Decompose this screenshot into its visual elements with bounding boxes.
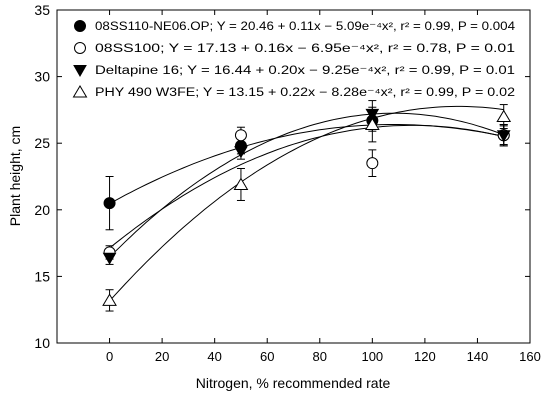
legend-label-deltapine-16: Deltapine 16; Y = 16.44 + 0.20x − 9.25e⁻… <box>95 65 515 77</box>
legend-label-08ss100: 08SS100; Y = 17.13 + 0.16x − 6.95e⁻⁴x², … <box>95 43 515 55</box>
legend: 08SS110-NE06.OP; Y = 20.46 + 0.11x − 5.0… <box>72 20 516 99</box>
x-tick-label: 0 <box>106 349 113 364</box>
y-tick-label: 30 <box>34 69 50 85</box>
fit-curve-08ss110-ne06-op <box>109 124 504 205</box>
y-tick-label: 20 <box>34 202 50 218</box>
data-point-deltapine-16 <box>496 130 511 143</box>
x-axis-ticks: 0 20 40 60 80 100 120 140 160 <box>106 10 541 364</box>
legend-label-phy-490-w3fe: PHY 490 W3FE; Y = 13.15 + 0.22x − 8.28e⁻… <box>95 87 515 99</box>
y-tick-label: 35 <box>34 2 50 18</box>
legend-marker-phy-490-w3fe <box>72 85 88 98</box>
legend-marker-08ss100 <box>74 42 86 54</box>
x-axis-label: Nitrogen, % recommended rate <box>196 375 391 391</box>
fit-curve-phy-490-w3fe <box>109 105 504 302</box>
data-point-phy-490-w3fe <box>496 109 512 123</box>
x-tick-label: 60 <box>260 349 274 364</box>
data-point-08ss100 <box>234 129 247 142</box>
fit-curve-deltapine-16 <box>109 112 504 258</box>
data-point-deltapine-16 <box>234 146 248 159</box>
data-point-deltapine-16 <box>102 252 117 265</box>
plot-frame <box>56 9 531 344</box>
x-tick-label: 40 <box>207 349 221 364</box>
y-tick-label: 25 <box>34 135 50 151</box>
fit-curves <box>109 105 504 302</box>
y-axis-ticks: 10 15 20 25 30 35 <box>34 2 530 351</box>
data-point-phy-490-w3fe <box>364 117 380 131</box>
x-tick-label: 140 <box>467 349 489 364</box>
legend-marker-08ss110-ne06-op <box>74 20 86 32</box>
x-tick-label: 100 <box>361 349 383 364</box>
x-tick-label: 160 <box>519 349 541 364</box>
legend-marker-deltapine-16 <box>73 65 87 78</box>
data-point-deltapine-16 <box>365 108 380 121</box>
y-tick-label: 15 <box>34 268 50 284</box>
data-point-phy-490-w3fe <box>233 177 249 190</box>
legend-label-08ss110-ne06-op: 08SS110-NE06.OP; Y = 20.46 + 0.11x − 5.0… <box>95 21 516 33</box>
data-points <box>102 108 512 306</box>
x-tick-label: 120 <box>414 349 436 364</box>
y-tick-label: 10 <box>34 335 50 351</box>
y-axis-label: Plant height, cm <box>7 126 23 226</box>
x-tick-label: 20 <box>155 349 169 364</box>
data-point-phy-490-w3fe <box>102 293 117 306</box>
fit-curve-08ss100 <box>109 124 504 249</box>
x-tick-label: 80 <box>313 349 327 364</box>
data-point-08ss110-ne06-op <box>103 197 116 210</box>
data-point-08ss100 <box>366 157 379 170</box>
